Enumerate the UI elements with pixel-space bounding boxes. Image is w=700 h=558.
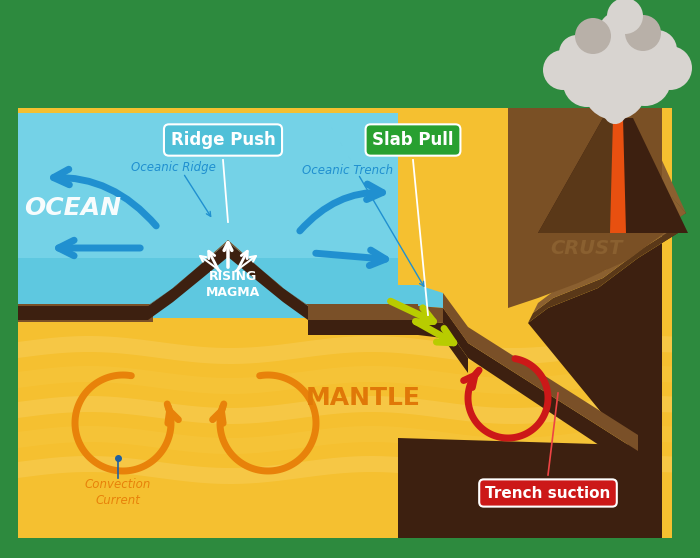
Polygon shape [18, 113, 398, 258]
Text: Slab Pull: Slab Pull [372, 131, 454, 149]
Polygon shape [18, 456, 672, 484]
Circle shape [578, 31, 628, 81]
Text: Ridge Push: Ridge Push [171, 131, 275, 149]
Circle shape [575, 18, 611, 54]
Text: Oceanic Ridge: Oceanic Ridge [131, 161, 216, 175]
Polygon shape [398, 208, 678, 538]
Polygon shape [18, 336, 672, 364]
Polygon shape [638, 108, 686, 213]
Text: Convection
Current: Convection Current [85, 479, 151, 507]
Polygon shape [528, 198, 683, 323]
FancyBboxPatch shape [18, 108, 672, 538]
Polygon shape [18, 108, 672, 538]
Polygon shape [508, 108, 668, 308]
Circle shape [559, 35, 595, 71]
Polygon shape [18, 113, 398, 318]
Polygon shape [553, 108, 686, 290]
Circle shape [625, 15, 661, 51]
Circle shape [602, 30, 658, 86]
Circle shape [637, 30, 677, 70]
Polygon shape [308, 320, 468, 373]
Polygon shape [610, 118, 626, 233]
Text: CRUST: CRUST [550, 238, 622, 257]
Circle shape [563, 59, 611, 107]
Text: Oceanic Trench: Oceanic Trench [302, 163, 393, 176]
Text: Trench suction: Trench suction [485, 485, 610, 501]
Polygon shape [18, 366, 672, 394]
Polygon shape [443, 293, 638, 451]
Polygon shape [18, 426, 672, 454]
Polygon shape [18, 240, 418, 306]
Ellipse shape [607, 100, 629, 120]
Text: MANTLE: MANTLE [306, 386, 421, 410]
Polygon shape [18, 305, 153, 322]
Polygon shape [538, 118, 688, 233]
Polygon shape [533, 186, 686, 313]
Polygon shape [553, 108, 686, 290]
Polygon shape [308, 306, 468, 343]
Text: RISING
MAGMA: RISING MAGMA [206, 271, 260, 300]
Circle shape [598, 11, 642, 55]
Circle shape [607, 0, 643, 34]
Polygon shape [308, 285, 443, 308]
Polygon shape [538, 118, 618, 233]
Circle shape [619, 54, 671, 106]
Polygon shape [18, 242, 418, 320]
Circle shape [583, 56, 647, 120]
Polygon shape [18, 396, 672, 424]
Text: OCEAN: OCEAN [25, 196, 122, 220]
Circle shape [543, 50, 583, 90]
Circle shape [648, 46, 692, 90]
Polygon shape [18, 308, 153, 320]
Polygon shape [443, 308, 638, 471]
